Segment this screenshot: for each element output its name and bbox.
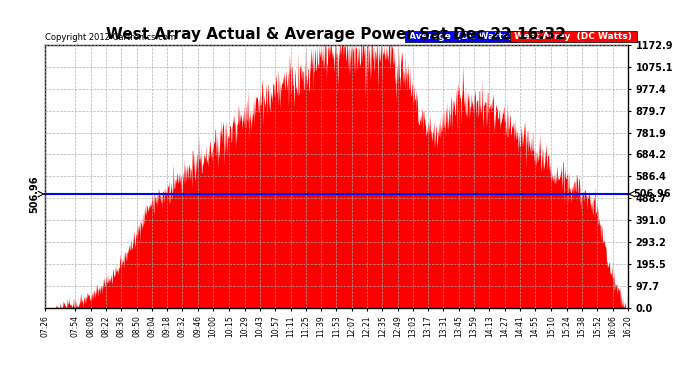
Text: 506.96: 506.96 xyxy=(633,189,671,199)
Text: West Array  (DC Watts): West Array (DC Watts) xyxy=(511,32,635,41)
Text: Average  (DC Watts): Average (DC Watts) xyxy=(406,32,516,41)
Title: West Array Actual & Average Power Sat Dec 22 16:32: West Array Actual & Average Power Sat De… xyxy=(106,27,566,42)
Text: 506.96: 506.96 xyxy=(29,175,39,213)
Text: Copyright 2012 Cartronics.com: Copyright 2012 Cartronics.com xyxy=(46,33,177,42)
